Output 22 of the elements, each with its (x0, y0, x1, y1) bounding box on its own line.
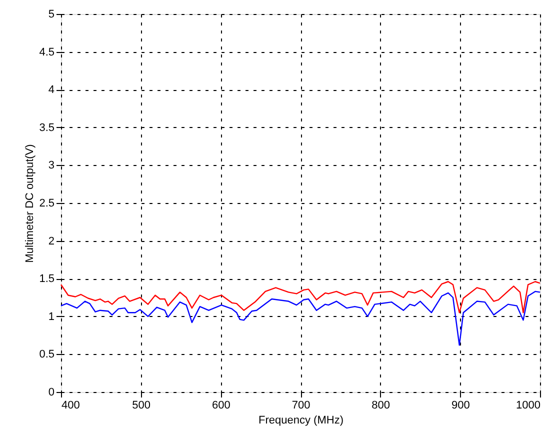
line-series (60, 281, 541, 314)
line-series (60, 290, 541, 346)
y-tick-label: 5 (48, 8, 54, 20)
x-tick-label: 900 (451, 400, 470, 412)
y-tick-label: 2 (48, 235, 54, 248)
y-tick-label: 0 (48, 386, 54, 398)
x-tick-label: 500 (132, 400, 151, 412)
y-tick-label: 2.5 (39, 198, 54, 210)
x-tick-label: 600 (212, 400, 230, 412)
x-tick-label: 400 (62, 400, 80, 412)
x-tick-label: 1000 (516, 400, 540, 412)
x-tick-label: 700 (292, 400, 310, 412)
y-tick-label: 3 (48, 160, 54, 172)
x-tick-label: 800 (372, 400, 390, 412)
y-tick-label: 3.5 (39, 122, 54, 134)
y-tick-label: 4 (48, 84, 54, 96)
y-axis-title: Multimeter DC output(V) (24, 144, 36, 263)
y-tick-label: 1 (48, 310, 54, 323)
y-tick-label: 1.5 (39, 273, 54, 286)
y-tick-label: 4.5 (39, 46, 54, 58)
y-tick-label: 0.5 (39, 348, 54, 361)
x-axis-title: Frequency (MHz) (258, 414, 344, 426)
